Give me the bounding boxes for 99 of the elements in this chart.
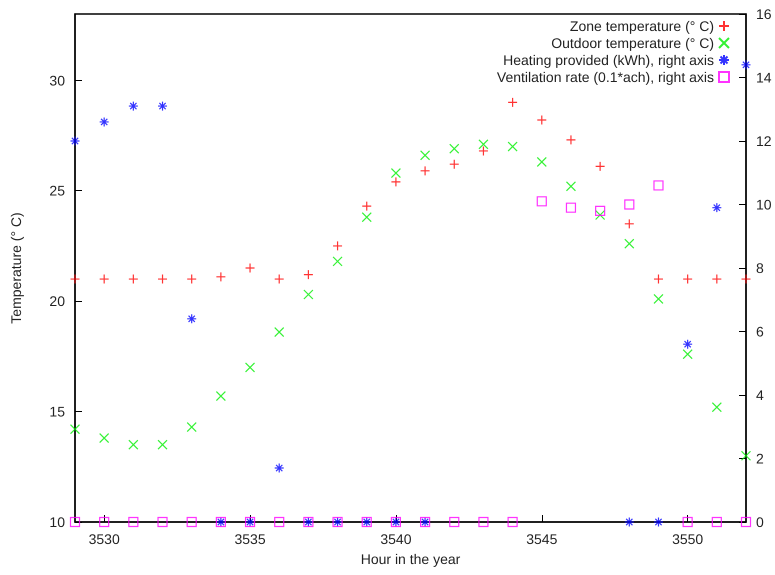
point — [624, 218, 634, 229]
point — [186, 516, 197, 528]
y2-tick-label: 10 — [756, 196, 772, 212]
point — [508, 516, 518, 528]
point — [303, 270, 314, 280]
y-tick-label: 15 — [49, 404, 66, 420]
point — [624, 199, 634, 210]
point — [274, 326, 284, 338]
x-tick-label: 3530 — [88, 531, 120, 547]
point — [70, 424, 80, 434]
point — [740, 450, 752, 461]
point — [478, 139, 489, 150]
point — [566, 202, 576, 213]
point — [682, 274, 693, 284]
point — [536, 196, 547, 206]
x-axis-title: Hour in the year — [360, 551, 461, 567]
point — [157, 516, 168, 528]
point — [70, 274, 80, 284]
point — [128, 440, 138, 450]
point — [536, 114, 547, 126]
x-tick-label: 3540 — [380, 531, 412, 547]
point — [712, 274, 722, 284]
y-axis-title: Temperature (° C) — [8, 212, 24, 324]
point — [653, 294, 664, 304]
point — [128, 516, 138, 528]
point — [682, 349, 693, 360]
y-tick-label: 30 — [49, 72, 66, 88]
point — [244, 362, 256, 372]
point — [682, 516, 693, 528]
point — [128, 274, 138, 284]
legend-label: Outdoor temperature (° C) — [551, 35, 714, 51]
point — [536, 156, 547, 168]
y2-tick-label: 2 — [756, 450, 764, 466]
point — [216, 391, 226, 402]
point — [478, 146, 489, 156]
point — [128, 100, 138, 112]
point — [478, 516, 489, 528]
y2-tick-label: 0 — [756, 514, 764, 530]
point — [566, 134, 576, 145]
point — [653, 274, 664, 284]
y2-tick-label: 12 — [756, 133, 772, 149]
legend-label: Ventilation rate (0.1*ach), right axis — [496, 69, 714, 85]
y2-tick-label: 6 — [756, 324, 764, 340]
point — [508, 141, 518, 152]
point — [420, 166, 430, 176]
y-tick-label: 20 — [49, 293, 66, 310]
point — [566, 181, 576, 192]
x-tick-label: 3550 — [672, 531, 704, 547]
point — [712, 516, 722, 528]
y-tick-label: 25 — [49, 182, 66, 199]
point — [362, 212, 372, 222]
point — [595, 210, 606, 220]
point — [274, 516, 284, 528]
point — [157, 100, 168, 112]
point — [303, 289, 314, 300]
point — [449, 159, 460, 170]
point — [274, 274, 284, 284]
point — [332, 240, 343, 252]
point — [216, 272, 226, 282]
point — [186, 314, 197, 324]
point — [390, 176, 402, 187]
legend-label: Heating provided (kWh), right axis — [503, 52, 714, 68]
point — [508, 97, 518, 108]
point — [740, 60, 752, 70]
point — [682, 339, 693, 350]
point — [624, 516, 634, 528]
point — [99, 274, 110, 284]
x-tick-label: 3545 — [526, 531, 558, 547]
y2-tick-label: 16 — [756, 6, 772, 22]
point — [653, 180, 664, 191]
point — [712, 202, 722, 213]
point — [274, 462, 284, 474]
point — [624, 238, 634, 249]
point — [99, 432, 110, 444]
point — [99, 116, 110, 128]
point — [186, 274, 197, 284]
point — [653, 516, 664, 528]
point — [449, 516, 460, 528]
point — [449, 144, 460, 154]
y2-tick-label: 8 — [756, 260, 764, 276]
point — [70, 136, 80, 146]
x-tick-label: 3535 — [234, 531, 266, 547]
point — [244, 262, 256, 274]
point — [595, 206, 606, 216]
point — [740, 274, 752, 284]
point — [362, 201, 372, 212]
y2-tick-label: 4 — [756, 387, 764, 403]
point — [157, 274, 168, 284]
point — [595, 161, 606, 172]
point — [390, 168, 402, 178]
point — [99, 516, 110, 528]
point — [420, 150, 430, 160]
point — [186, 422, 197, 432]
point — [712, 402, 722, 412]
legend-label: Zone temperature (° C) — [570, 18, 714, 34]
point — [157, 440, 168, 450]
y2-tick-label: 14 — [756, 70, 772, 86]
y-tick-label: 10 — [49, 514, 66, 530]
point — [332, 256, 343, 266]
